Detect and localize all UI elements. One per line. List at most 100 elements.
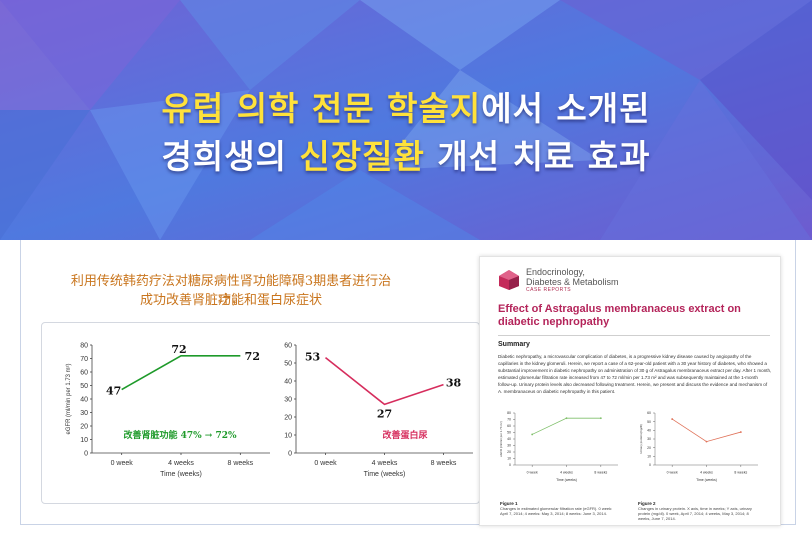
mini-2-y-tick-label: 50: [647, 420, 651, 424]
summary-heading: Summary: [498, 341, 530, 348]
chart-2-x-tick-label: 4 weeks: [372, 460, 398, 467]
headline-line-1: 유럽 의학 전문 학술지에서 소개된: [0, 82, 812, 130]
mini-2-x-tick-label: 4 weeks: [700, 471, 713, 475]
mini-1-y-tick-label: 80: [507, 411, 511, 415]
figure-1-label: Figure 1: [500, 501, 518, 506]
chart-1-series-line: [121, 354, 241, 391]
chart-1-y-tick-label: 60: [80, 369, 88, 376]
title-divider: [498, 335, 770, 336]
journal-logo-icon: [499, 270, 519, 290]
mini-1-y-tick-label: 0: [509, 463, 511, 467]
chart-1-y-tick-label: 50: [80, 383, 88, 390]
mini-1-y-tick-label: 60: [507, 424, 511, 428]
figure-1-caption: Figure 1 Changes in estimated glomerular…: [500, 501, 620, 516]
chart-1-y-tick-label: 0: [84, 450, 88, 457]
chart-1-x-tick-label: 8 weeks: [227, 460, 253, 467]
chart-1-data-label: 47: [106, 385, 121, 398]
headline-1-rest: 에서 소개된: [481, 89, 651, 128]
mini-1-y-tick-label: 40: [507, 437, 511, 441]
content-panel: 利用传统韩药疗法对糖尿病性肾功能障碍3期患者进行治疗， 成功改善肾脏功能和蛋白尿…: [20, 240, 796, 526]
mini-2-y-tick-label: 40: [647, 429, 651, 433]
chart-2-y-tick-label: 50: [284, 360, 292, 367]
headline-line-2: 경희생의 신장질환 개선 치료 효과: [0, 130, 812, 178]
chart-1-y-tick-label: 40: [80, 396, 88, 403]
headline-2-highlight: 신장질환: [299, 137, 425, 176]
chart-1-x-tick-label: 4 weeks: [168, 460, 194, 467]
mini-2-x-tick-label: 0 week: [667, 471, 678, 475]
mini-2-x-axis-label: Time (weeks): [696, 478, 717, 482]
headline-2-suffix: 개선 치료 효과: [424, 137, 651, 176]
mini-1-series-line: [531, 417, 601, 435]
chart-2-x-tick-label: 8 weeks: [431, 460, 457, 467]
chart-1-data-label: 72: [245, 350, 260, 363]
chinese-title-line-1: 利用传统韩药疗法对糖尿病性肾功能障碍3期患者进行治疗，: [70, 274, 392, 308]
charts-svg: 0 10 20 30 40 50 60 70 80 0 week 4 weeks 8 weeks Tim…: [66, 342, 473, 478]
mini-2-x-tick-label: 8 weeks: [734, 471, 747, 475]
mini-1-x-tick-label: 4 weeks: [560, 471, 573, 475]
headline-1-highlight: 유럽 의학 전문 학술지: [161, 89, 482, 128]
mini-1-y-tick-label: 50: [507, 431, 511, 435]
mini-2-data-point: [739, 431, 742, 433]
mini-2-y-tick-label: 60: [647, 411, 651, 415]
mini-1-y-tick-label: 20: [507, 450, 511, 454]
mini-2-series-line: [671, 418, 741, 443]
chart-1-y-tick-label: 30: [80, 410, 88, 417]
chart-1-x-axis-label: Time (weeks): [160, 471, 202, 478]
polygon-background: [0, 0, 812, 240]
mini-1-y-axis-label: eGFR (ml/min per 1.73 m²): [499, 421, 503, 456]
journal-name: Endocrinology, Diabetes & Metabolism: [526, 267, 619, 287]
journal-name-line-1: Endocrinology,: [526, 267, 585, 277]
chart-2-y-tick-label: 20: [284, 414, 292, 421]
chart-2-y-tick-label: 10: [284, 432, 292, 439]
chart-2-annotation: 改善蛋白尿: [382, 429, 427, 441]
mini-1-x-tick-label: 8 weeks: [594, 471, 607, 475]
mini-1-y-tick-label: 30: [507, 444, 511, 448]
mini-1-data-point: [599, 417, 602, 420]
chart-2-y-tick-label: 0: [288, 450, 292, 457]
mini-1-y-tick-label: 10: [507, 457, 511, 461]
chart-2-y-tick-label: 30: [284, 396, 292, 403]
figure-2-caption: Figure 2 Changes in urinary protein. X a…: [638, 501, 758, 521]
chart-2-data-label: 38: [446, 377, 462, 390]
chart-2-series-line: [325, 356, 444, 406]
mini-1-x-axis-label: Time (weeks): [556, 478, 577, 482]
mini-2-y-tick-label: 30: [647, 437, 651, 441]
mini-2-y-tick-label: 20: [647, 446, 651, 450]
mini-1-data-point: [565, 417, 568, 420]
chart-1-y-tick-label: 70: [80, 356, 88, 363]
journal-subtitle: CASE REPORTS: [526, 287, 572, 293]
mini-2-data-point: [705, 440, 708, 443]
summary-text: Diabetic nephropathy, a microvascular co…: [498, 354, 772, 394]
chart-2-y-tick-label: 40: [284, 378, 292, 385]
journal-name-line-2: Diabetes & Metabolism: [526, 277, 619, 287]
chart-2-data-label: 27: [377, 407, 392, 420]
chart-1-annotation: 改善肾脏功能 47% → 72%: [123, 429, 237, 441]
figure-2-caption-text: Changes in urinary protein. X axis, time…: [638, 506, 752, 521]
chart-2-x-axis-label: Time (weeks): [364, 471, 406, 478]
chart-1-y-axis-label: eGFR (ml/min per 1.73 m²): [66, 364, 72, 435]
headline-2-prefix: 경희생의: [161, 137, 300, 176]
chart-1-y-tick-label: 10: [80, 437, 88, 444]
chart-1-x-tick-label: 0 week: [111, 460, 134, 467]
mini-2-y-axis-label: Urinary protein (mg/dl): [639, 424, 643, 454]
chart-1-data-label: 72: [171, 343, 186, 356]
mini-2-y-tick-label: 10: [647, 455, 651, 459]
chart-2-y-tick-label: 60: [284, 342, 292, 349]
chart-1-y-tick-label: 20: [80, 423, 88, 430]
chinese-title-line-2: 成功改善肾脏功能和蛋白尿症状: [139, 293, 322, 308]
article-title: Effect of Astragalus membranaceus extrac…: [498, 303, 741, 328]
chart-1-y-tick-label: 80: [80, 342, 88, 349]
mini-2-data-point: [671, 418, 674, 420]
chart-2-x-tick-label: 0 week: [314, 460, 337, 467]
chart-2-data-label: 53: [305, 351, 320, 364]
charts-card: 0 10 20 30 40 50 60 70 80 0 week 4 weeks 8 weeks Tim…: [41, 322, 480, 504]
figure-2-label: Figure 2: [638, 501, 656, 506]
hero-banner: 유럽 의학 전문 학술지에서 소개된 경희생의 신장질환 개선 치료 효과: [0, 0, 812, 240]
figure-1-chart: 0 10 20 30 40 50 60 70 80 0 week 4 weeks 8 weeks Tim…: [499, 411, 618, 482]
figure-2-chart: 0 10 20 30 40 50 60 0 week 4 weeks 8 weeks Time (w…: [639, 411, 758, 482]
mini-1-y-tick-label: 70: [507, 418, 511, 422]
journal-article: Endocrinology, Diabetes & Metabolism CAS…: [479, 256, 781, 526]
mini-2-y-tick-label: 0: [649, 463, 651, 467]
mini-1-x-tick-label: 0 week: [527, 471, 538, 475]
figure-1-caption-text: Changes in estimated glomerular filtrati…: [500, 506, 613, 516]
